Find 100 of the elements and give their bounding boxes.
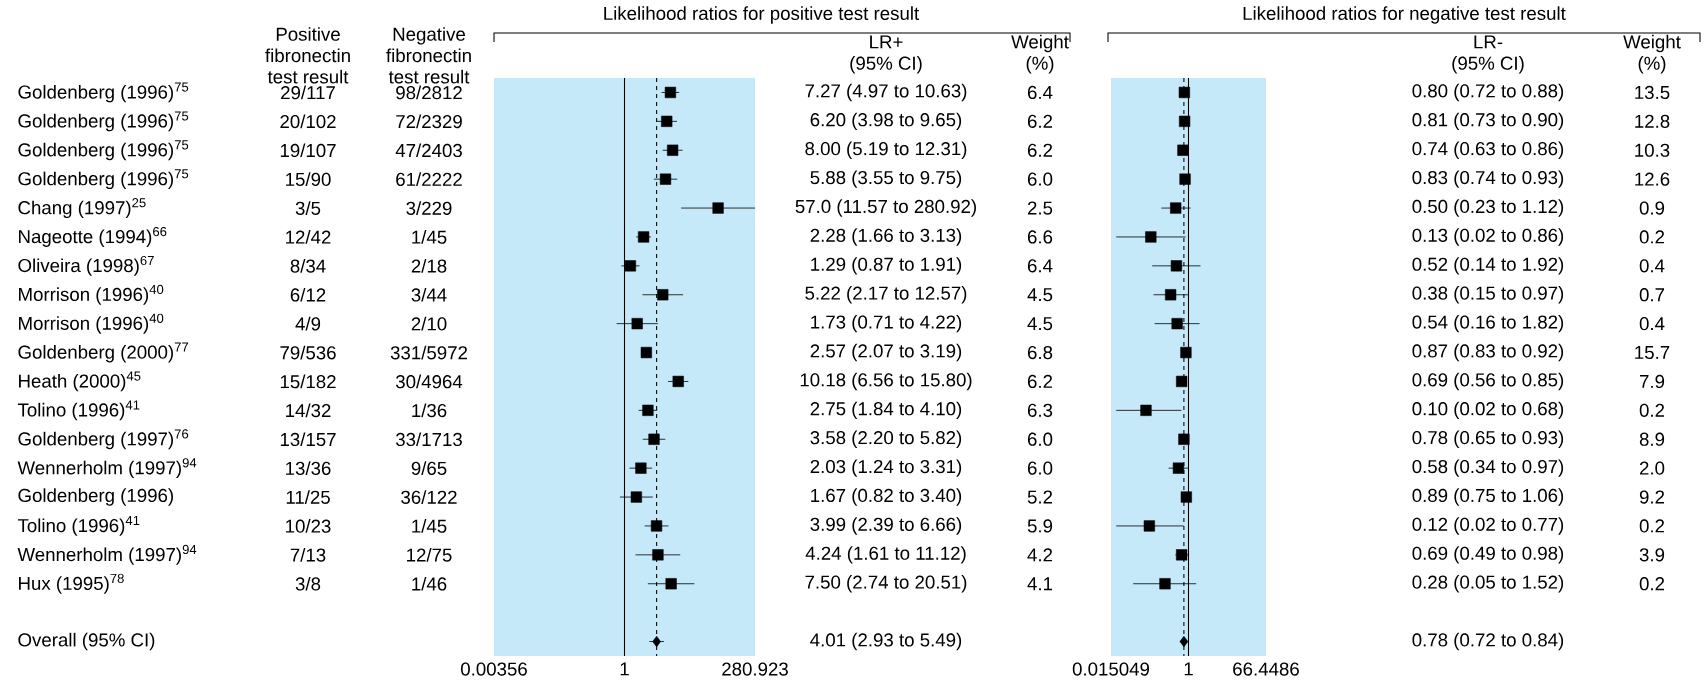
text: 1/36	[412, 403, 447, 418]
text: 0.7	[1639, 288, 1665, 302]
category-label: Goldenberg (2000)$^{77}$	[18, 342, 189, 363]
category-label: Oliveira (1998)$^{67}$	[18, 255, 154, 276]
text: 0.89 (0.75 to 1.06)	[1412, 488, 1564, 506]
category-label: Weight (%)	[1011, 34, 1069, 74]
text: 4.2	[1027, 548, 1053, 562]
text: 6.4	[1027, 85, 1053, 100]
text: 1/45	[412, 230, 447, 244]
text: 9.2	[1639, 490, 1665, 504]
category-label: Morrison (1996)$^{40}$	[19, 284, 164, 305]
text: 3.99 (2.39 to 6.66)	[810, 517, 962, 535]
category-label: Goldenberg (1996)	[18, 488, 173, 506]
text: 3/229	[406, 201, 452, 215]
text: 0.38 (0.15 to 0.97)	[1412, 286, 1564, 304]
text: 47/2403	[395, 143, 462, 158]
x-tick-label: 0.00356	[461, 662, 527, 676]
text: 8/34	[290, 259, 326, 273]
text: 15/182	[280, 374, 336, 389]
chart-title: Likelihood ratios for positive test result	[604, 6, 920, 24]
text: 5.22 (2.17 to 12.57)	[805, 286, 967, 304]
text: 20/102	[280, 114, 336, 129]
text: 0.9	[1639, 201, 1665, 215]
text: 5.88 (3.55 to 9.75)	[810, 170, 962, 188]
text: 12.6	[1635, 172, 1670, 186]
text: 0.2	[1639, 519, 1665, 533]
x-tick-label: 280.923	[722, 662, 788, 676]
text: 0.10 (0.02 to 0.68)	[1412, 401, 1564, 420]
text: 2/10	[411, 316, 447, 331]
text: 0.2	[1639, 230, 1665, 244]
category-label: Wennerholm (1997)$^{94}$	[17, 458, 197, 479]
text: 13.5	[1635, 85, 1670, 100]
text: 6.2	[1027, 114, 1053, 128]
text: 0.78 (0.65 to 0.93)	[1412, 430, 1564, 448]
text: 2.75 (1.84 to 4.10)	[810, 401, 962, 420]
category-label: Goldenberg (1997)$^{76}$	[18, 429, 189, 450]
text: 6.20 (3.98 to 9.65)	[810, 112, 962, 131]
text: 1.29 (0.87 to 1.91)	[811, 257, 962, 275]
text: 4.01 (2.93 to 5.49)	[810, 632, 962, 651]
text: 2.5	[1027, 201, 1053, 215]
category-label: Positive fibronectin test result	[265, 27, 350, 84]
category-label: Heath (2000)$^{45}$	[19, 371, 141, 392]
category-label: Goldenberg (1996)$^{75}$	[18, 169, 189, 190]
text: 72/2329	[396, 114, 462, 129]
text: 3/8	[295, 576, 321, 591]
text: 15.7	[1635, 346, 1670, 360]
text: 0.69 (0.49 to 0.98)	[1412, 546, 1564, 564]
category-label: Nageotte (1994)$^{66}$	[19, 227, 167, 247]
text: 10.3	[1635, 143, 1670, 157]
text: 0.81 (0.73 to 0.90)	[1412, 112, 1564, 131]
text: 12/75	[407, 548, 452, 562]
category-label: LR+ (95% CI)	[850, 35, 922, 74]
text: 15/90	[286, 172, 331, 187]
text: 11/25	[286, 490, 330, 504]
x-tick-label: 0.015049	[1072, 662, 1150, 676]
text: 4.5	[1027, 288, 1053, 302]
text: 1/45	[412, 519, 447, 533]
text: 5.9	[1027, 519, 1053, 533]
text: 2.28 (1.66 to 3.13)	[810, 228, 962, 246]
text: 0.2	[1639, 577, 1665, 591]
text: 13/36	[286, 461, 331, 476]
text: 4/9	[295, 316, 321, 331]
text: 0.52 (0.14 to 1.92)	[1412, 257, 1564, 275]
text: 4.24 (1.61 to 11.12)	[805, 546, 966, 564]
text: 7.27 (4.97 to 10.63)	[805, 83, 967, 102]
text: 0.4	[1639, 259, 1665, 273]
text: 0.28 (0.05 to 1.52)	[1412, 575, 1564, 593]
category-label: Hux (1995)$^{78}$	[19, 573, 124, 594]
text: 30/4964	[395, 374, 463, 389]
text: 1.67 (0.82 to 3.40)	[811, 488, 962, 506]
x-tick-label: 1	[620, 662, 629, 676]
text: Likelihood ratios for negative test result	[1243, 6, 1566, 24]
category-label: Goldenberg (1996)$^{75}$	[18, 82, 189, 103]
text: 0.13 (0.02 to 0.86)	[1412, 228, 1564, 246]
category-label: Goldenberg (1996)$^{75}$	[18, 140, 189, 161]
text: 2.57 (2.07 to 3.19)	[810, 343, 962, 362]
text: 0.12 (0.02 to 0.77)	[1412, 517, 1564, 535]
text: 0.83 (0.74 to 0.93)	[1412, 170, 1564, 188]
text: 5.2	[1027, 490, 1053, 504]
text: 29/117	[281, 85, 335, 100]
text: 0.2	[1639, 403, 1665, 417]
category-label: Morrison (1996)$^{40}$	[19, 313, 164, 334]
text: 10/23	[286, 519, 331, 533]
category-label: Chang (1997)$^{25}$	[18, 198, 146, 219]
text: 0.58 (0.34 to 0.97)	[1412, 459, 1564, 477]
text: 3/44	[411, 287, 447, 302]
text: 2.03 (1.24 to 3.31)	[810, 459, 962, 477]
text: 13/157	[280, 432, 336, 447]
text: 0.4	[1639, 317, 1665, 331]
x-tick-label: 1	[1184, 662, 1193, 676]
text: 1/46	[412, 576, 447, 591]
text: 36/122	[401, 490, 457, 504]
text: 9/65	[411, 461, 447, 476]
text: 6.0	[1027, 461, 1053, 475]
text: 12/42	[286, 230, 331, 244]
text: 6.4	[1027, 259, 1053, 273]
category-label: Overall (95% CI)	[18, 632, 155, 651]
text: 4.1	[1027, 577, 1053, 591]
text: 10.18 (6.56 to 15.80)	[800, 372, 972, 391]
text: 6.2	[1027, 374, 1053, 389]
